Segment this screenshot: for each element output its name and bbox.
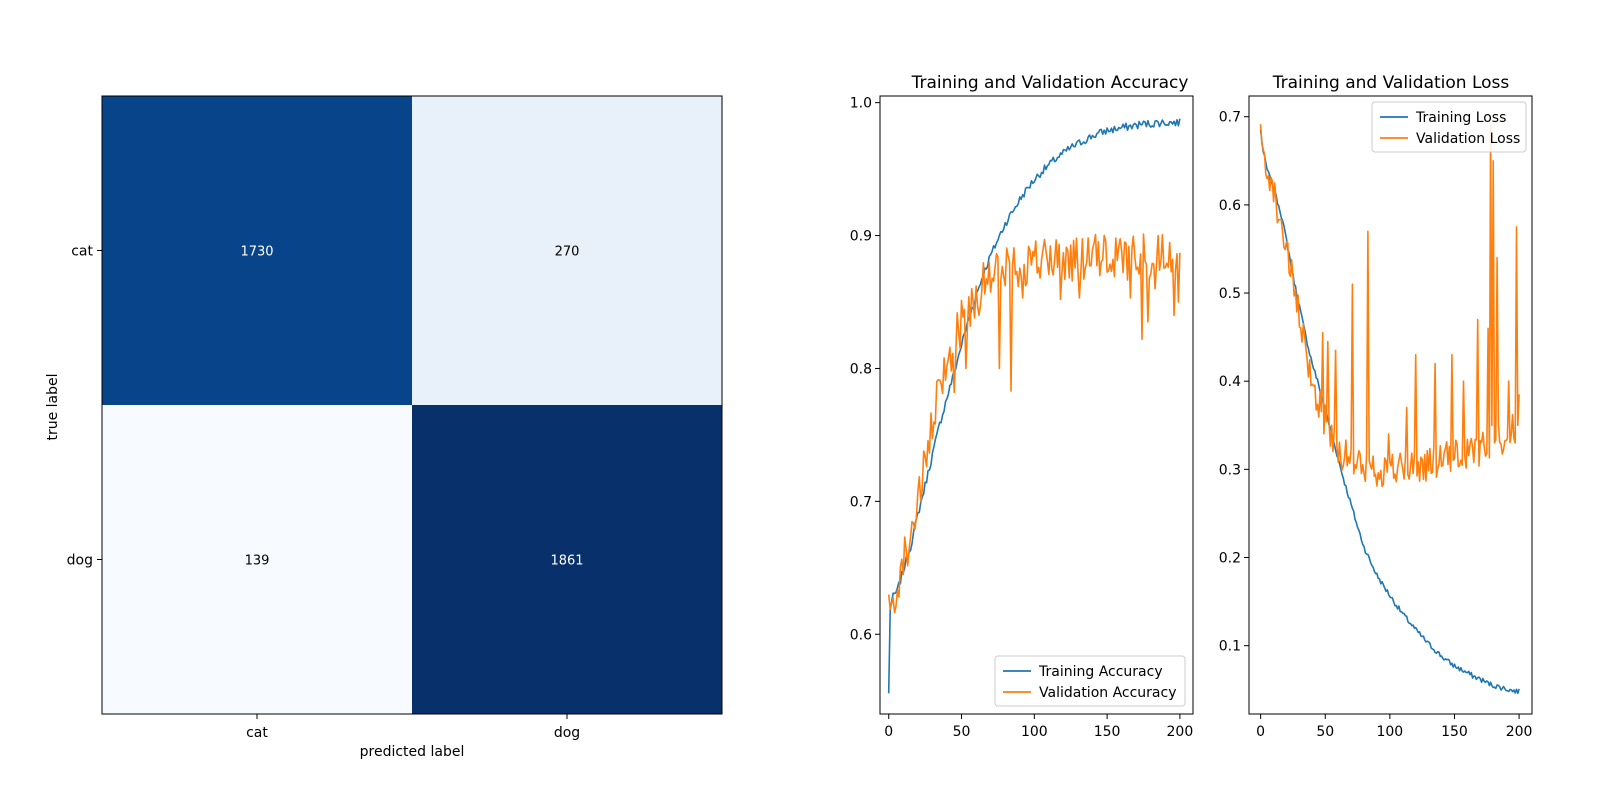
x-tick-label: 150 [1441,724,1468,740]
y-tick-label: 0.6 [850,627,872,643]
y-tick-label: 0.5 [1219,286,1241,302]
cm-cell [412,96,722,405]
x-tick-label: 50 [953,724,971,740]
cm-cell [412,405,722,714]
cm-ytick-label: dog [67,553,93,569]
y-tick-label: 0.7 [850,494,872,510]
legend-label-0: Training Loss [1415,110,1506,126]
series-line-1 [887,233,1181,614]
cm-cell-value: 139 [245,554,270,569]
cm-frame [101,95,723,715]
x-tick-label: 100 [1021,724,1048,740]
axes-frame [879,95,1194,715]
y-tick-label: 0.6 [1219,198,1241,214]
x-tick-label: 150 [1094,724,1121,740]
legend-label-0: Training Accuracy [1038,664,1163,680]
cm-ytick-label: cat [71,244,93,260]
cm-xtick-label: dog [554,725,580,741]
acc-title: Training and Validation Accuracy [911,73,1189,93]
x-tick-label: 200 [1506,724,1533,740]
y-tick-label: 0.8 [850,361,872,377]
series-line-0 [887,118,1181,694]
loss-title: Training and Validation Loss [1272,73,1510,93]
y-tick-label: 0.4 [1219,374,1241,390]
y-tick-label: 0.1 [1219,639,1241,655]
legend-box [1371,101,1527,153]
x-tick-label: 100 [1376,724,1403,740]
legend-label-1: Validation Loss [1416,131,1520,147]
x-tick-label: 0 [1256,724,1265,740]
cm-cell-value: 1861 [550,554,583,569]
cm-xlabel: predicted label [360,744,465,760]
loss-chart: 0 50 100 150 200 0.1 0.2 0.3 0.4 0.5 0.6 0.7 Trainin… [1219,95,1533,740]
axes-frame [1248,95,1533,715]
y-tick-label: 0.2 [1219,551,1241,567]
accuracy-chart: 0 50 100 150 200 0.6 0.7 0.8 0.9 1.0 Training Accu… [850,95,1194,740]
cm-cell-value: 1730 [240,245,273,260]
x-tick-label: 200 [1167,724,1194,740]
cm-cell-value: 270 [555,245,580,260]
series-line-1 [1259,124,1520,488]
confusion-matrix: 1730 270 139 1861 cat dog cat dog [67,95,723,741]
y-tick-label: 0.3 [1219,462,1241,478]
cm-cell [102,405,412,714]
legend-label-1: Validation Accuracy [1039,685,1177,701]
x-tick-label: 50 [1316,724,1334,740]
cm-cell [102,96,412,405]
legend-box [994,655,1186,707]
y-tick-label: 0.9 [850,229,872,245]
cm-xtick-label: cat [246,725,268,741]
x-tick-label: 0 [884,724,893,740]
y-tick-label: 1.0 [850,96,872,112]
y-tick-label: 0.7 [1219,110,1241,126]
cm-ylabel: true label [45,373,61,440]
